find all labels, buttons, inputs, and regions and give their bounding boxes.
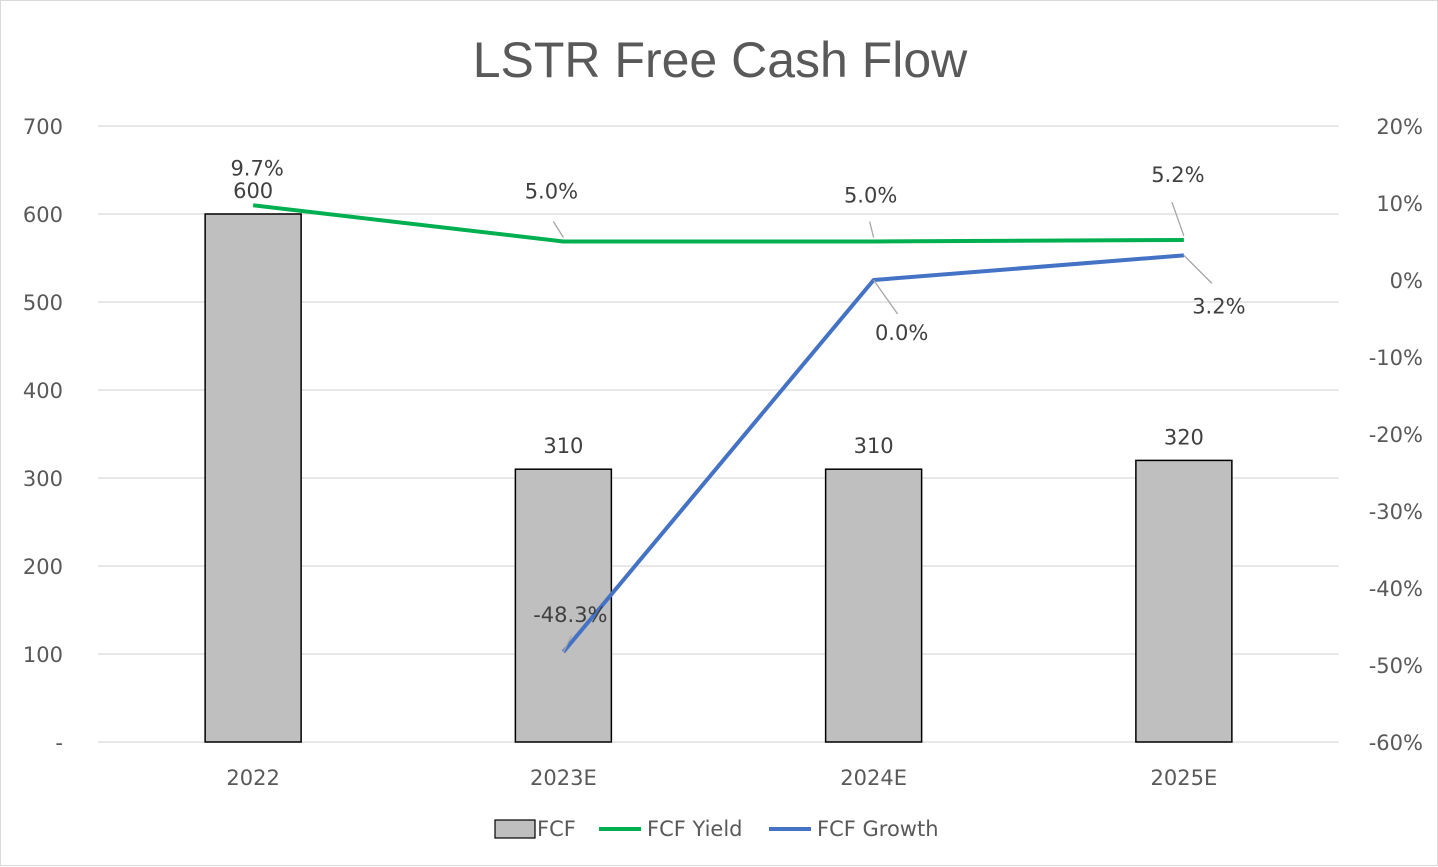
x-axis-tick-label: 2025E — [1151, 766, 1218, 790]
label-leader-line — [562, 635, 572, 653]
label-leader-line — [873, 279, 899, 315]
right-axis-tick-label: 0% — [1390, 269, 1423, 293]
fcf-bar — [1135, 459, 1233, 743]
data-labels: 600 310 310 320 9.7% 5.0% 5.0% 5.2% -48.3% 0.0% 3.… — [230, 156, 1245, 627]
right-axis-tick-label: 10% — [1376, 192, 1423, 216]
fcf-bars — [204, 213, 1233, 743]
legend-label: FCF — [537, 817, 576, 841]
gridlines — [98, 125, 1339, 743]
right-axis-tick-label: -10% — [1369, 346, 1423, 370]
left-axis-tick-label: 500 — [23, 291, 63, 315]
left-axis-tick-label: - — [55, 731, 63, 755]
fcf-yield-data-label: 5.0% — [844, 184, 897, 208]
legend-swatch-fcf — [494, 819, 536, 839]
chart-title: LSTR Free Cash Flow — [473, 32, 968, 88]
label-leader-line — [1171, 201, 1185, 237]
label-leader-line — [1183, 254, 1213, 284]
line-series — [252, 203, 1185, 654]
legend-label: FCF Growth — [817, 817, 939, 841]
right-axis-tick-label: -20% — [1369, 423, 1423, 447]
right-axis-tick-label: -30% — [1369, 500, 1423, 524]
right-axis-tick-label: 20% — [1376, 115, 1423, 139]
right-axis-tick-label: -60% — [1369, 731, 1423, 755]
fcf-growth-data-label: -48.3% — [533, 603, 607, 627]
fcf-data-label: 310 — [543, 434, 583, 458]
fcf-yield-data-label: 5.0% — [525, 180, 578, 204]
legend: FCF FCF Yield FCF Growth — [494, 817, 939, 841]
left-axis-tick-label: 600 — [23, 203, 63, 227]
legend-label: FCF Yield — [647, 817, 743, 841]
left-axis: - 100 200 300 400 500 600 700 — [23, 115, 63, 755]
left-axis-tick-label: 200 — [23, 555, 63, 579]
left-axis-tick-label: 400 — [23, 379, 63, 403]
left-axis-tick-label: 300 — [23, 467, 63, 491]
fcf-bar — [204, 213, 302, 743]
fcf-bar — [824, 468, 923, 743]
right-axis: -60% -50% -40% -30% -20% -10% 0% 10% 20% — [1369, 115, 1423, 755]
fcf-growth-data-label: 0.0% — [875, 321, 928, 345]
x-axis-tick-label: 2023E — [530, 766, 597, 790]
right-axis-tick-label: -40% — [1369, 577, 1423, 601]
fcf-yield-line — [252, 203, 1184, 244]
x-axis: 2022 2023E 2024E 2025E — [226, 766, 1217, 790]
right-axis-tick-label: -50% — [1369, 654, 1423, 678]
fcf-bar — [514, 468, 613, 743]
fcf-data-label: 600 — [233, 179, 273, 203]
x-axis-tick-label: 2022 — [226, 766, 279, 790]
fcf-yield-data-label: 5.2% — [1151, 163, 1204, 187]
fcf-growth-data-label: 3.2% — [1192, 294, 1245, 318]
fcf-data-label: 320 — [1164, 425, 1204, 449]
label-leader-line — [868, 221, 875, 238]
label-leader-lines — [552, 201, 1213, 653]
left-axis-tick-label: 700 — [23, 115, 63, 139]
fcf-data-label: 310 — [854, 434, 894, 458]
x-axis-tick-label: 2024E — [840, 766, 907, 790]
left-axis-tick-label: 100 — [23, 643, 63, 667]
fcf-yield-data-label: 9.7% — [230, 156, 283, 180]
label-leader-line — [552, 221, 564, 238]
